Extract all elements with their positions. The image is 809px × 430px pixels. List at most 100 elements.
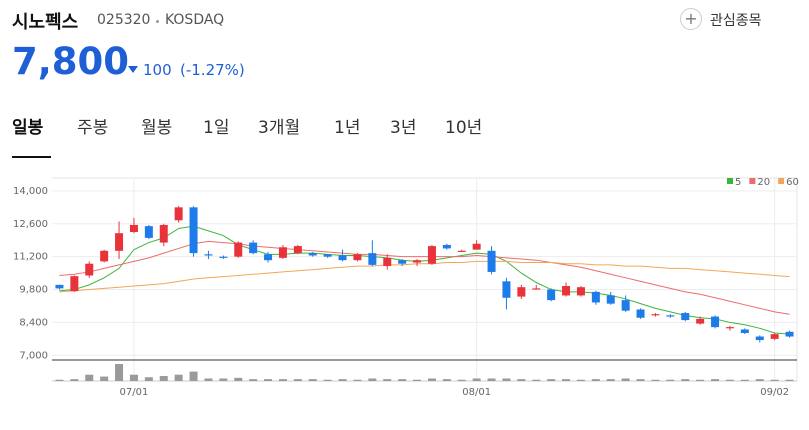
legend-swatch <box>778 178 785 184</box>
legend-label: 5 <box>735 177 741 188</box>
watchlist-button[interactable]: 관심종목 <box>710 13 762 29</box>
y-tick-label: 14,000 <box>13 186 48 197</box>
candle-body <box>383 257 392 267</box>
candle-body <box>606 295 615 304</box>
tab[interactable]: 일봉 <box>12 118 44 138</box>
candle-body <box>562 286 571 296</box>
volume-bar <box>621 378 630 381</box>
candle-body <box>398 260 407 264</box>
price: 7,800 <box>12 40 130 83</box>
volume-bar <box>264 379 273 381</box>
volume-bar <box>85 374 94 381</box>
candle-body <box>487 250 496 272</box>
volume-bar <box>323 379 332 381</box>
candle-body <box>740 329 749 333</box>
down-arrow <box>128 66 138 73</box>
candle-body <box>144 226 153 238</box>
candle-body <box>174 207 183 221</box>
candle-body <box>636 309 645 318</box>
candle-body <box>725 327 734 329</box>
candle-body <box>770 334 779 339</box>
volume-bar <box>457 379 466 381</box>
candle-body <box>70 276 79 292</box>
candle-body <box>338 255 347 261</box>
tab[interactable]: 주봉 <box>77 118 109 138</box>
volume-bar <box>502 378 511 381</box>
volume-bar <box>398 379 407 381</box>
candle-body <box>427 246 436 264</box>
candle-body <box>591 291 600 303</box>
candle-body <box>502 281 511 298</box>
separator <box>156 20 159 23</box>
volume-bar <box>651 379 660 381</box>
y-tick-label: 7,000 <box>19 350 48 361</box>
candle-body <box>293 246 302 254</box>
candle-body <box>666 315 675 317</box>
candle-body <box>264 254 273 261</box>
candle-body <box>576 287 585 296</box>
volume-bar <box>249 379 258 381</box>
candle-body <box>234 242 243 257</box>
volume-bar <box>517 379 526 381</box>
volume-bar <box>696 379 705 381</box>
candle-body <box>785 331 794 337</box>
volume-bar <box>368 378 377 381</box>
tab[interactable]: 3개월 <box>258 118 301 138</box>
candle-body <box>249 242 258 254</box>
candle-body <box>159 224 168 243</box>
moving-average <box>59 240 790 315</box>
candle-body <box>681 313 690 321</box>
candle-body <box>651 314 660 316</box>
candle-body <box>755 336 764 341</box>
volume-bar <box>487 378 496 381</box>
legend-swatch <box>749 178 756 184</box>
volume-bar <box>740 379 749 381</box>
tab[interactable]: 1일 <box>203 118 230 138</box>
volume-bar <box>159 375 168 381</box>
change-pct: (-1.27%) <box>180 61 245 79</box>
candle-body <box>100 250 109 262</box>
candle-body <box>457 250 466 252</box>
tab[interactable]: 월봉 <box>141 118 173 138</box>
add-icon[interactable]: + <box>680 8 702 30</box>
volume-bar <box>219 378 228 381</box>
candle-body <box>308 253 317 256</box>
legend-label: 60 <box>786 177 799 188</box>
candle-body <box>368 253 377 265</box>
volume-bar <box>770 379 779 381</box>
volume-bar <box>547 379 556 381</box>
market: KOSDAQ <box>165 12 225 28</box>
change: 100 <box>143 61 172 79</box>
y-tick-label: 8,400 <box>19 317 48 328</box>
candle-body <box>129 224 138 233</box>
candle-body <box>532 288 541 290</box>
volume-bar <box>308 379 317 381</box>
candle-body <box>204 254 213 256</box>
volume-bar <box>576 379 585 381</box>
tab[interactable]: 3년 <box>390 118 417 138</box>
volume-bar <box>174 374 183 381</box>
y-tick-label: 12,600 <box>13 219 48 230</box>
tab[interactable]: 10년 <box>445 118 483 138</box>
volume-bar <box>725 379 734 381</box>
candle-body <box>696 318 705 324</box>
volume-bar <box>55 379 64 381</box>
volume-bar <box>234 377 243 381</box>
volume-bar <box>70 379 79 381</box>
volume-bar <box>666 379 675 381</box>
tab-underline <box>12 156 51 158</box>
candle-body <box>55 284 64 289</box>
y-tick-label: 9,800 <box>19 285 48 296</box>
volume-bar <box>562 379 571 381</box>
tab[interactable]: 1년 <box>334 118 361 138</box>
volume-bar <box>189 371 198 381</box>
candle-body <box>413 260 422 263</box>
volume-bar <box>785 379 794 381</box>
x-tick-label: 09/02 <box>760 387 789 398</box>
volume-bar <box>100 376 109 381</box>
stock-name: 시노펙스 <box>12 12 79 33</box>
moving-average <box>59 225 790 335</box>
candle-body <box>219 256 228 258</box>
y-tick-label: 11,200 <box>13 252 48 263</box>
